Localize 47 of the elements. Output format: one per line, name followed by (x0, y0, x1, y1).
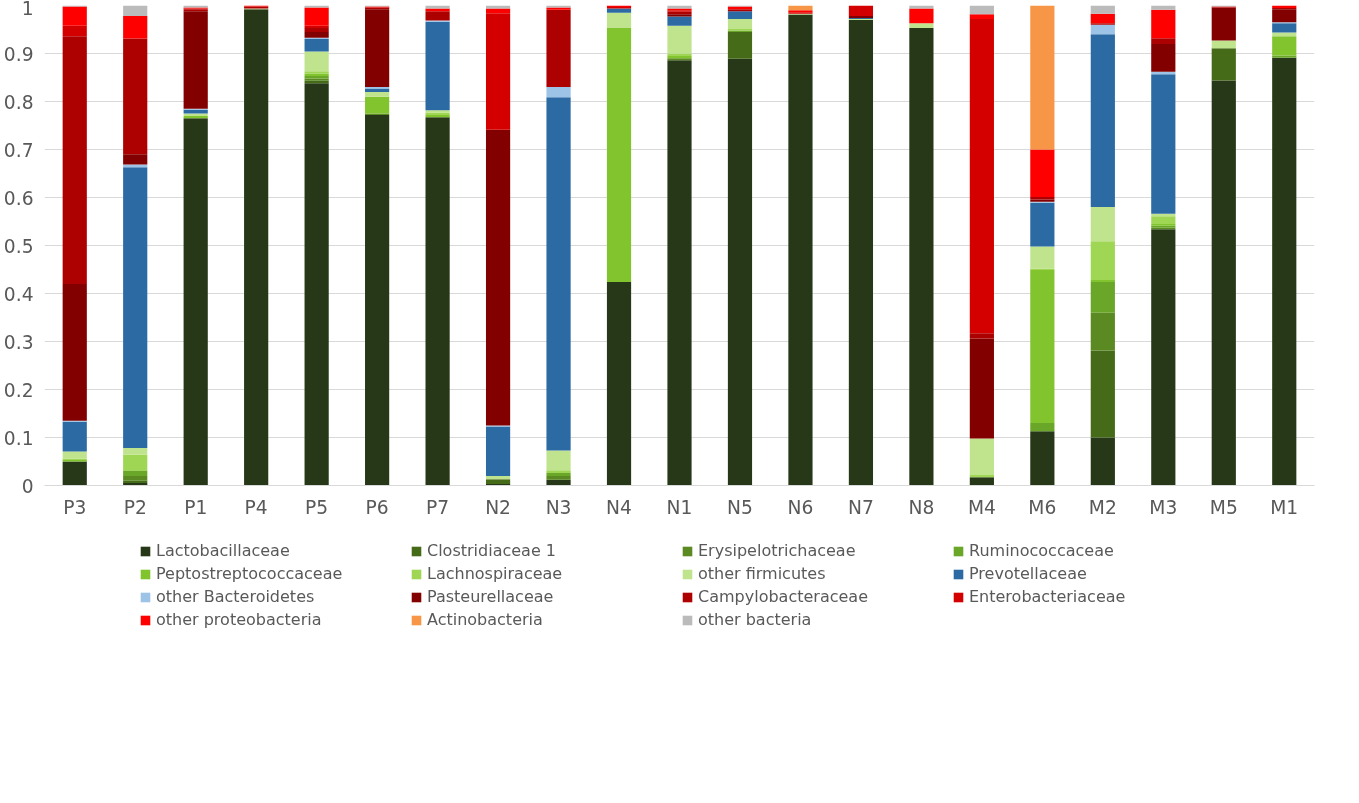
y-tick-label: 0 (21, 475, 34, 497)
x-tick-label: P4 (244, 496, 268, 518)
legend-label: other proteobacteria (156, 610, 323, 629)
x-tick-label: M6 (1028, 496, 1057, 518)
x-tick-label: N2 (485, 496, 511, 518)
x-tick-label: N5 (727, 496, 753, 518)
x-tick-label: N6 (787, 496, 814, 518)
y-tick-label: 0.7 (3, 139, 34, 161)
y-tick-label: 0.8 (3, 91, 34, 113)
legend-label: Erysipelotrichaceae (698, 541, 857, 560)
x-tick-label: P7 (426, 496, 450, 518)
x-tick-label: P6 (365, 496, 389, 518)
x-tick-label: M2 (1088, 496, 1117, 518)
x-tick-label: N1 (666, 496, 693, 518)
x-tick-label: M5 (1209, 496, 1238, 518)
legend-label: Pasteurellaceae (427, 587, 555, 606)
x-tick-label: P1 (184, 496, 208, 518)
y-tick-label: 1 (21, 0, 34, 19)
y-tick-label: 0.3 (3, 331, 34, 353)
legend-label: other Bacteroidetes (156, 587, 316, 606)
legend-label: Peptostreptococcaceae (156, 564, 344, 583)
legend-label: Prevotellaceae (969, 564, 1088, 583)
x-tick-label: N3 (545, 496, 572, 518)
x-tick-label: N8 (908, 496, 935, 518)
x-tick-label: M4 (967, 496, 996, 518)
x-tick-label: N4 (606, 496, 632, 518)
legend-label: Campylobacteraceae (698, 587, 869, 606)
legend-label: Clostridiaceae 1 (427, 541, 557, 560)
legend-label: other firmicutes (698, 564, 827, 583)
legend-label: Actinobacteria (427, 610, 544, 629)
y-tick-label: 0.6 (3, 187, 34, 209)
x-tick-label: P5 (305, 496, 329, 518)
y-tick-label: 0.1 (3, 427, 34, 449)
x-tick-label: M3 (1149, 496, 1178, 518)
legend-label: Enterobacteriaceae (969, 587, 1127, 606)
y-tick-label: 0.4 (3, 283, 34, 305)
x-tick-label: P3 (63, 496, 87, 518)
x-tick-label: P2 (123, 496, 147, 518)
y-tick-label: 0.9 (3, 43, 34, 65)
legend-label: Lachnospiraceae (427, 564, 564, 583)
x-tick-label: M1 (1270, 496, 1299, 518)
y-tick-label: 0.2 (3, 379, 34, 401)
x-tick-label: N7 (848, 496, 874, 518)
legend-label: Lactobacillaceae (156, 541, 291, 560)
y-tick-label: 0.5 (3, 235, 34, 257)
legend-label: other bacteria (698, 610, 813, 629)
legend-label: Ruminococcaceae (969, 541, 1115, 560)
